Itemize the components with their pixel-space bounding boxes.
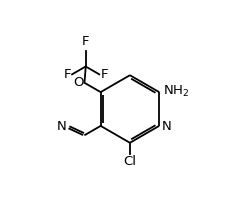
Text: F: F — [100, 68, 108, 81]
Text: N: N — [162, 121, 172, 133]
Text: F: F — [82, 35, 89, 48]
Text: Cl: Cl — [123, 155, 136, 168]
Text: F: F — [64, 68, 71, 81]
Text: N: N — [57, 120, 66, 133]
Text: O: O — [73, 76, 84, 89]
Text: NH$_2$: NH$_2$ — [163, 83, 189, 99]
